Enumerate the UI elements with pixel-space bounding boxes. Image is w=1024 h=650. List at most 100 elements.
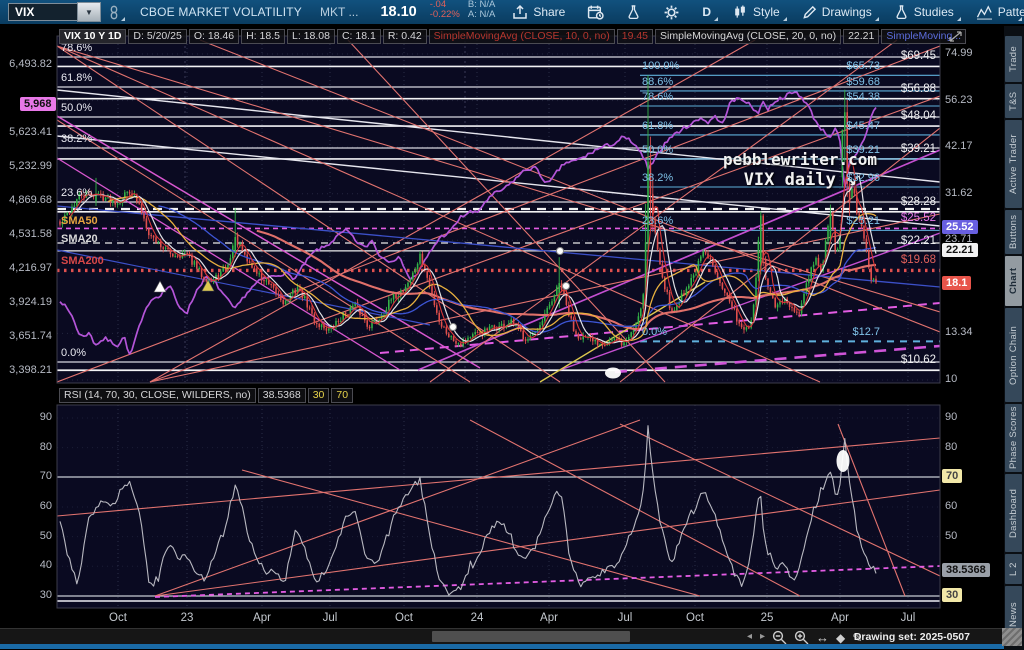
fib-pct-label: 50.0% <box>642 143 674 156</box>
scroll-right-arrow[interactable]: ▸ <box>760 631 766 642</box>
scrollbar-thumb[interactable] <box>432 631 630 642</box>
analyze-button[interactable] <box>617 0 650 24</box>
price-level-label: $69.45 <box>900 50 936 63</box>
chart-title-chip[interactable]: VIX 10 Y 1D <box>59 29 127 44</box>
vix-price-badge: 22.21 <box>942 242 978 257</box>
pencil-icon <box>803 5 816 19</box>
share-icon <box>513 4 528 19</box>
fit-width-icon[interactable]: ↔ <box>816 630 829 645</box>
sidebar-tab-phase-scores[interactable]: Phase Scores <box>1005 404 1022 472</box>
time-axis-label: Jul <box>322 612 338 624</box>
rsi-level-badge: 70 <box>942 469 963 484</box>
window-bottom-accent <box>0 644 1024 649</box>
share-label: Share <box>533 5 566 19</box>
scroll-left-arrow[interactable]: ◂ <box>747 631 753 642</box>
sidebar-tab-buttons[interactable]: Buttons <box>1005 210 1022 254</box>
zoom-in-icon[interactable] <box>794 630 809 645</box>
vix-price-badge: 18.1 <box>942 275 972 290</box>
vix-axis-tick: 31.62 <box>945 186 973 199</box>
market-status[interactable]: MKT ... <box>320 5 359 19</box>
sidebar-tab-t-s[interactable]: T&S <box>1005 84 1022 118</box>
zoom-out-icon[interactable] <box>772 630 787 645</box>
spx-axis-tick: 3,924.19 <box>9 295 52 308</box>
rsi-axis-tick: 70 <box>39 470 52 483</box>
fib-price-label: $45.47 <box>846 119 880 132</box>
fib-pct-label: 0.0% <box>642 326 668 339</box>
watermark: pebblewriter.com VIX daily ↘ <box>650 150 950 190</box>
rsi-overbought-chip[interactable]: 70 <box>331 388 354 403</box>
symbol-combo[interactable]: VIX ▼ <box>8 2 101 22</box>
ohlc-chip: R: 0.42 <box>382 29 427 44</box>
fib-pct-label: 100.0% <box>642 60 680 73</box>
time-axis-label: Apr <box>540 612 558 624</box>
time-axis-label: Oct <box>395 612 413 624</box>
gear-icon <box>664 5 679 19</box>
fib-price-label: $25.21 <box>846 215 880 228</box>
timeframe-button[interactable]: D <box>693 0 720 24</box>
calendar-clock-icon <box>588 5 605 20</box>
sidebar-tab-option-chain[interactable]: Option Chain <box>1005 308 1022 402</box>
chart-scrollbar[interactable]: ◂ ▸ ↔ ◆ ✎ Drawing set: 2025-0507 <box>0 628 1004 645</box>
chart-style-icon <box>735 5 745 18</box>
rsi-axis-tick: 80 <box>39 440 52 453</box>
rsi-oversold-chip[interactable]: 30 <box>307 388 330 403</box>
drawings-button[interactable]: Drawings <box>793 0 881 24</box>
ask-value: A: N/A <box>467 9 496 21</box>
drawing-set-label[interactable]: Drawing set: 2025-0507 <box>853 631 970 643</box>
studies-button[interactable]: Studies <box>885 0 963 24</box>
top-toolbar: VIX ▼ CBOE MARKET VOLATILITY MKT ... 18.… <box>0 0 1024 26</box>
patterns-icon <box>976 4 992 20</box>
ohlc-chip: L: 18.08 <box>287 29 335 44</box>
rsi-axis-tick: 50 <box>945 529 958 542</box>
price-level-label: $10.62 <box>900 354 936 367</box>
studies-label: Studies <box>913 5 954 19</box>
sidebar-tab-dashboard[interactable]: Dashboard <box>1005 474 1022 552</box>
study-label-chip[interactable]: SimpleMoving... <box>881 29 967 44</box>
fib-retracement-label: 50.0% <box>61 102 93 114</box>
spx-axis-tick: 5,623.41 <box>9 126 52 139</box>
fib-price-label: $65.73 <box>846 60 880 73</box>
rsi-title-chip[interactable]: RSI (14, 70, 30, CLOSE, WILDERS, no) <box>59 388 256 403</box>
link-icon[interactable] <box>101 0 127 24</box>
study-label-chip[interactable]: SimpleMovingAvg (CLOSE, 10, 0, no) <box>428 29 615 44</box>
price-level-label: $28.28 <box>900 195 936 208</box>
price-level-label: $22.21 <box>900 234 936 247</box>
style-label: Style <box>753 5 780 19</box>
marker-style-icon[interactable]: ◆ <box>836 630 846 645</box>
spx-axis-tick: 6,493.82 <box>9 58 52 71</box>
fib-price-label: $59.68 <box>846 75 880 88</box>
chart-header: VIX 10 Y 1D D: 5/20/25 O: 18.46 H: 18.5 L: … <box>59 29 967 44</box>
last-price: 18.10 <box>380 4 417 20</box>
rsi-axis-tick: 60 <box>945 499 958 512</box>
calendar-button[interactable] <box>578 0 613 24</box>
ohlc-chip: O: 18.46 <box>188 29 240 44</box>
draw-tool-icon[interactable]: ✎ <box>852 630 863 645</box>
study-label-chip[interactable]: SimpleMovingAvg (CLOSE, 20, 0, no) <box>655 29 842 44</box>
study-value-chip: 19.45 <box>616 29 654 44</box>
sidebar-tab-active-trader[interactable]: Active Trader <box>1005 120 1022 208</box>
studies-flask-icon <box>896 5 907 20</box>
sma-label: SMA200 <box>61 255 104 267</box>
price-level-label: $25.52 <box>900 212 936 225</box>
pan-mode-icon[interactable] <box>948 30 963 48</box>
settings-button[interactable] <box>654 0 689 24</box>
resize-handle[interactable] <box>1002 628 1022 646</box>
time-axis-label: Apr <box>831 612 849 624</box>
sidebar-tab-trade[interactable]: Trade <box>1005 36 1022 82</box>
symbol-input[interactable]: VIX <box>8 3 77 21</box>
change-percent: -0.22% <box>429 9 460 21</box>
fib-pct-label: 23.6% <box>642 215 674 228</box>
sidebar-tab-l-2[interactable]: L 2 <box>1005 554 1022 584</box>
spx-axis-tick: 3,398.21 <box>9 363 52 376</box>
sidebar-tab-chart[interactable]: Chart <box>1005 256 1022 306</box>
fib-retracement-label: 38.2% <box>61 133 93 145</box>
share-button[interactable]: Share <box>503 0 574 24</box>
style-button[interactable]: Style <box>724 0 789 24</box>
symbol-dropdown-button[interactable]: ▼ <box>77 2 101 22</box>
fib-retracement-label: 23.6% <box>61 187 93 199</box>
vix-axis-tick: 23.71 <box>945 233 973 246</box>
patterns-button[interactable]: Patterns <box>967 0 1024 24</box>
